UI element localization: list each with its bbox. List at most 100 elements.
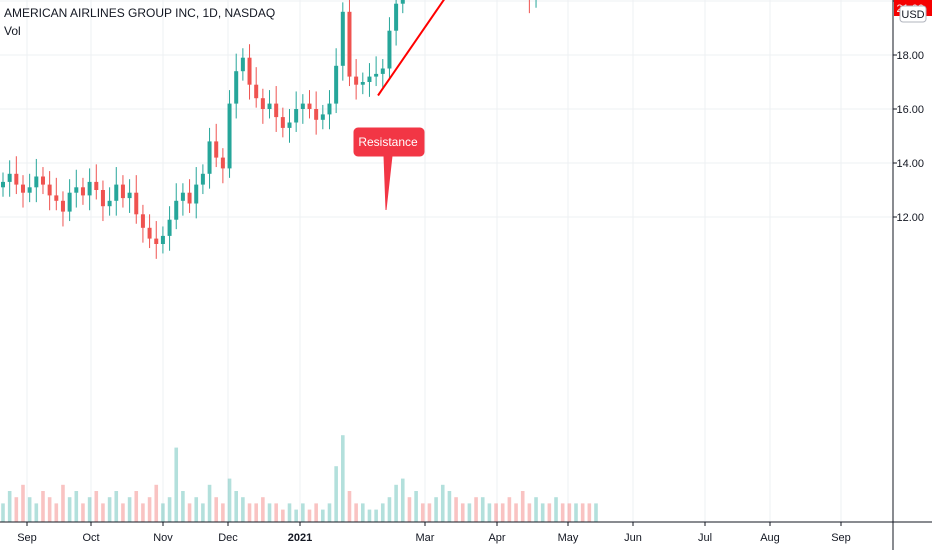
candle (7, 160, 12, 197)
volume-bar (514, 503, 518, 522)
time-tick-label: Jul (698, 532, 712, 544)
volume-bar (467, 503, 472, 522)
volume-bar (454, 497, 458, 522)
candle (528, 0, 530, 14)
candle-body (20, 184, 25, 193)
candle (1, 172, 5, 197)
candle-body (320, 114, 325, 120)
volume-bar (394, 484, 398, 522)
volume-bar (480, 497, 485, 522)
candle-body (87, 181, 92, 196)
time-tick-label: Sep (831, 532, 851, 544)
candle (140, 204, 145, 243)
candle (27, 173, 32, 203)
trendline (377, 0, 445, 97)
volume-bar (580, 503, 585, 522)
currency-box: USD (899, 5, 927, 23)
candle (347, 0, 352, 87)
candle (67, 179, 72, 222)
candle-body (120, 184, 125, 199)
candle (220, 148, 225, 184)
candle (227, 90, 232, 178)
volume-bar (587, 503, 592, 522)
price-tick-label: 18.00 (896, 50, 924, 62)
candle (334, 48, 339, 114)
candle (294, 91, 299, 132)
candle (320, 104, 325, 130)
volume-bar (407, 497, 412, 522)
volume-bar (374, 509, 378, 522)
candle-body (314, 109, 319, 120)
candle-body (294, 109, 299, 123)
time-tick-label: Aug (760, 532, 780, 544)
candle (114, 167, 119, 216)
candle (180, 183, 185, 216)
candle-body (100, 190, 105, 207)
volume-bar (174, 447, 179, 522)
volume-bar (440, 484, 445, 522)
candle (200, 164, 205, 195)
currency-label: USD (901, 9, 924, 21)
candle-body (147, 227, 152, 239)
candle (207, 127, 212, 189)
volume-bar (360, 503, 365, 522)
time-tick-label: Jun (624, 532, 642, 544)
price-tick-label: 14.00 (896, 158, 924, 170)
volume-bar (560, 503, 565, 522)
volume-bar (194, 497, 199, 522)
volume-bar (21, 484, 25, 522)
volume-bar (7, 491, 12, 522)
time-tick-label: Nov (153, 532, 173, 544)
candle-body (200, 173, 205, 185)
price-tick-label: 16.00 (896, 104, 924, 116)
candle-body (7, 173, 12, 182)
candle-body (214, 141, 219, 158)
candle-body (227, 103, 232, 169)
volume-bar (127, 497, 132, 522)
candle-body (160, 235, 165, 244)
candle-body (387, 30, 392, 69)
candle-body (74, 187, 79, 193)
candle (234, 53, 239, 119)
time-tick-label: Mar (416, 532, 435, 544)
candle-body (367, 76, 372, 82)
candle (380, 59, 385, 89)
time-tick-label: 2021 (288, 532, 312, 544)
volume-bar (34, 503, 39, 522)
volume-bar (420, 503, 425, 522)
volume-bar (540, 503, 545, 522)
candle (394, 0, 399, 46)
volume-bar (274, 503, 278, 522)
volume-bar (94, 491, 99, 522)
candle (174, 183, 179, 230)
chart-title: AMERICAN AIRLINES GROUP INC, 1D, NASDAQ (4, 6, 276, 20)
candle (247, 44, 252, 100)
candle (120, 175, 125, 208)
candle (187, 179, 192, 213)
volume-bar (247, 503, 252, 522)
volume-bar (14, 497, 19, 522)
volume-bar (427, 503, 432, 522)
volume-bar (61, 484, 65, 522)
volume-bar (500, 503, 505, 522)
candle (14, 156, 19, 195)
volume-bar (1, 503, 5, 522)
volume-bar (460, 503, 465, 522)
volume-bar (354, 503, 358, 522)
time-tick-label: May (558, 532, 579, 544)
candle-body (374, 73, 379, 77)
candle (34, 158, 39, 203)
volume-bar (380, 503, 385, 522)
volume-bar (474, 497, 478, 522)
volume-bar (227, 478, 232, 522)
candle-body (40, 176, 45, 185)
candle-body (287, 122, 292, 128)
volume-bar (301, 503, 305, 522)
candle (194, 167, 199, 219)
volume-bar (181, 491, 185, 522)
candle (314, 91, 319, 135)
time-tick-label: Sep (17, 532, 37, 544)
candle-body (334, 65, 339, 104)
